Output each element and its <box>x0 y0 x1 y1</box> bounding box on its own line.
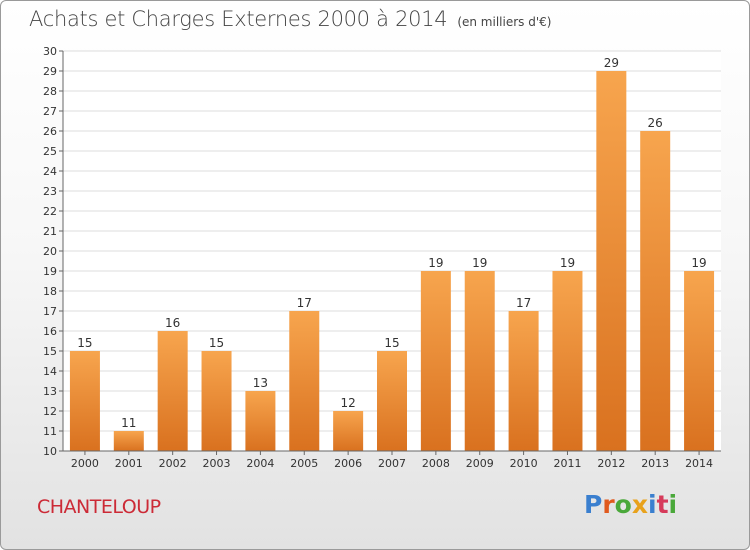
proxiti-logo: Proxiti <box>584 490 677 519</box>
bar <box>245 391 276 451</box>
bar <box>684 271 715 451</box>
x-tick-label: 2008 <box>422 457 450 470</box>
data-label: 26 <box>648 116 663 130</box>
data-label: 19 <box>428 256 443 270</box>
y-tick-label: 20 <box>43 245 57 258</box>
data-label: 12 <box>340 396 355 410</box>
x-tick-label: 2005 <box>290 457 318 470</box>
bar <box>552 271 583 451</box>
data-label: 19 <box>691 256 706 270</box>
y-tick-label: 27 <box>43 105 57 118</box>
x-tick-label: 2003 <box>203 457 231 470</box>
bar <box>464 271 495 451</box>
logo-letter: i <box>668 490 678 519</box>
bar <box>113 431 144 451</box>
data-label: 29 <box>604 56 619 70</box>
data-label: 19 <box>472 256 487 270</box>
data-label: 15 <box>209 336 224 350</box>
chart-title-block: Achats et Charges Externes 2000 à 2014 (e… <box>29 7 551 31</box>
y-tick-label: 10 <box>43 445 57 458</box>
data-label: 11 <box>121 416 136 430</box>
y-tick-label: 23 <box>43 185 57 198</box>
data-label: 15 <box>77 336 92 350</box>
bar <box>201 351 232 451</box>
logo-letter: P <box>584 490 603 519</box>
x-tick-label: 2006 <box>334 457 362 470</box>
bar <box>420 271 451 451</box>
commune-name: CHANTELOUP <box>37 496 161 518</box>
bar <box>333 411 364 451</box>
x-tick-label: 2014 <box>685 457 713 470</box>
y-tick-label: 22 <box>43 205 57 218</box>
bar <box>69 351 100 451</box>
logo-letter: x <box>631 490 648 519</box>
y-tick-label: 13 <box>43 385 57 398</box>
data-label: 15 <box>384 336 399 350</box>
y-tick-label: 21 <box>43 225 57 238</box>
x-tick-label: 2000 <box>71 457 99 470</box>
bar <box>596 71 627 451</box>
logo-letter: r <box>602 490 615 519</box>
logo-letter: t <box>656 490 669 519</box>
x-tick-label: 2002 <box>159 457 187 470</box>
x-tick-label: 2010 <box>510 457 538 470</box>
bar <box>289 311 320 451</box>
x-tick-label: 2009 <box>466 457 494 470</box>
bar <box>508 311 539 451</box>
y-tick-label: 18 <box>43 285 57 298</box>
x-tick-label: 2004 <box>246 457 274 470</box>
bar <box>157 331 188 451</box>
y-tick-label: 26 <box>43 125 57 138</box>
y-tick-label: 14 <box>43 365 57 378</box>
y-tick-label: 12 <box>43 405 57 418</box>
y-tick-label: 29 <box>43 65 57 78</box>
logo-letter: i <box>648 490 657 519</box>
x-tick-label: 2012 <box>597 457 625 470</box>
y-tick-label: 25 <box>43 145 57 158</box>
x-tick-label: 2007 <box>378 457 406 470</box>
x-tick-label: 2001 <box>115 457 143 470</box>
x-tick-label: 2013 <box>641 457 669 470</box>
y-tick-label: 17 <box>43 305 57 318</box>
y-tick-label: 15 <box>43 345 57 358</box>
y-tick-label: 24 <box>43 165 57 178</box>
bar <box>640 131 671 451</box>
chart-unit: (en milliers d'€) <box>457 15 552 29</box>
y-tick-label: 19 <box>43 265 57 278</box>
y-tick-label: 16 <box>43 325 57 338</box>
logo-letter: o <box>614 490 632 519</box>
y-tick-label: 28 <box>43 85 57 98</box>
y-tick-label: 11 <box>43 425 57 438</box>
data-label: 17 <box>516 296 531 310</box>
data-label: 16 <box>165 316 180 330</box>
data-label: 17 <box>297 296 312 310</box>
data-label: 19 <box>560 256 575 270</box>
x-tick-label: 2011 <box>553 457 581 470</box>
data-label: 13 <box>253 376 268 390</box>
bar <box>377 351 407 451</box>
chart-title: Achats et Charges Externes 2000 à 2014 <box>29 7 448 31</box>
y-tick-label: 30 <box>43 45 57 58</box>
